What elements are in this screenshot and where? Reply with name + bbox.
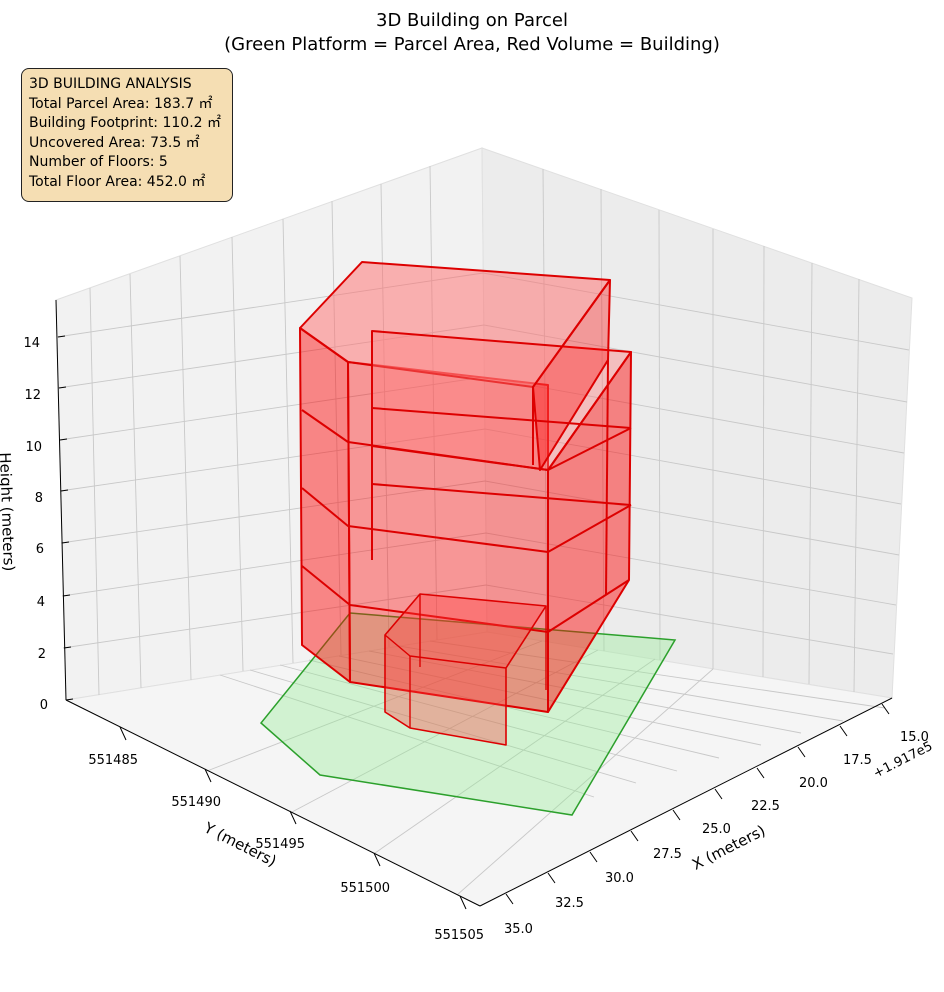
x-tick-label: 32.5 — [555, 896, 584, 911]
grid-lines — [56, 165, 910, 896]
floor-line-3 — [301, 487, 632, 553]
parcel-platform — [259, 612, 677, 816]
y-tick-label: 551490 — [171, 795, 221, 810]
x-tick-label: 25.0 — [702, 822, 731, 837]
info-building-footprint: Building Footprint: 110.2 ㎡ — [29, 115, 222, 132]
info-uncovered-area: Uncovered Area: 73.5 ㎡ — [29, 134, 200, 151]
x-tick-label: 15.0 — [900, 730, 929, 745]
info-heading: 3D BUILDING ANALYSIS — [29, 76, 192, 92]
info-total-floor-area: Total Floor Area: 452.0 ㎡ — [29, 173, 206, 190]
analysis-info-box: 3D BUILDING ANALYSIS Total Parcel Area: … — [21, 68, 233, 202]
chart-subtitle: (Green Platform = Parcel Area, Red Volum… — [224, 34, 720, 55]
building-face-left — [299, 327, 351, 683]
y-tick-label: 551505 — [434, 928, 484, 943]
z-tick-label: 6 — [36, 542, 44, 557]
x-tick-label: 17.5 — [843, 753, 872, 768]
z-tick-label: 14 — [23, 336, 40, 351]
z-tick-label: 4 — [37, 595, 45, 610]
x-offset-label: +1.917e5 — [871, 739, 935, 782]
z-tick-label: 0 — [40, 698, 48, 713]
building-volume — [299, 261, 632, 746]
z-axis: 0 2 4 6 8 10 12 14 Height (meters) — [0, 299, 74, 713]
y-tick-label: 551500 — [340, 881, 390, 896]
annex-block — [384, 593, 547, 746]
y-tick-label: 551495 — [255, 837, 305, 852]
chart-title: 3D Building on Parcel — [376, 10, 568, 31]
x-tick-label: 22.5 — [751, 799, 780, 814]
info-number-of-floors: Number of Floors: 5 — [29, 154, 168, 171]
x-tick-label: 30.0 — [605, 871, 634, 886]
x-tick-label: 20.0 — [799, 776, 828, 791]
x-tick-label: 35.0 — [504, 922, 533, 937]
floor-line-2 — [301, 565, 630, 633]
y-tick-label: 551485 — [88, 753, 138, 768]
x-tick-label: 27.5 — [653, 847, 682, 862]
floor-line-4 — [301, 409, 632, 471]
info-parcel-area: Total Parcel Area: 183.7 ㎡ — [29, 95, 213, 112]
z-tick-label: 12 — [24, 388, 41, 403]
z-tick-label: 2 — [38, 647, 46, 662]
z-tick-label: 8 — [35, 491, 43, 506]
z-axis-label: Height (meters) — [0, 452, 18, 572]
z-tick-label: 10 — [25, 440, 42, 455]
